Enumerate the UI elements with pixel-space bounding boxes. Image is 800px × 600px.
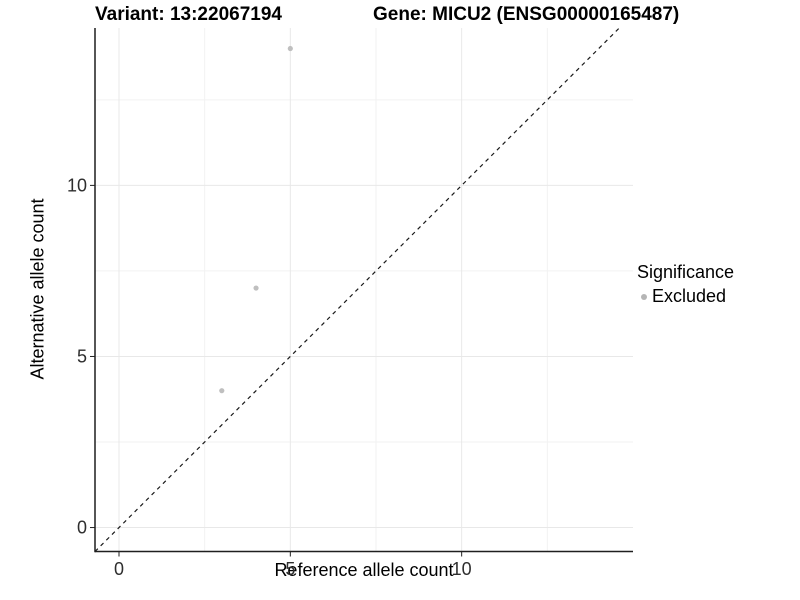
variant-title: Variant: 13:22067194 — [95, 4, 282, 25]
data-point — [253, 285, 259, 291]
legend-title: Significance — [637, 262, 735, 282]
y-tick-label: 10 — [67, 175, 87, 195]
legend-entry-excluded: Excluded — [637, 286, 734, 307]
y-tick-label: 0 — [77, 518, 87, 538]
data-point — [287, 45, 293, 52]
x-tick-label: 10 — [452, 559, 472, 579]
identity-line — [94, 27, 620, 552]
x-axis-label: Reference allele count — [274, 560, 454, 580]
legend-point-icon — [641, 293, 647, 300]
data-point — [219, 388, 225, 394]
x-tick-label: 5 — [285, 559, 295, 579]
x-tick-label: 0 — [114, 559, 124, 579]
legend-entry-label: Excluded — [652, 286, 727, 306]
legend: Significance Excluded — [637, 262, 734, 307]
y-tick-label: 5 — [77, 346, 87, 366]
gene-title: Gene: MICU2 (ENSG00000165487) — [373, 4, 680, 25]
